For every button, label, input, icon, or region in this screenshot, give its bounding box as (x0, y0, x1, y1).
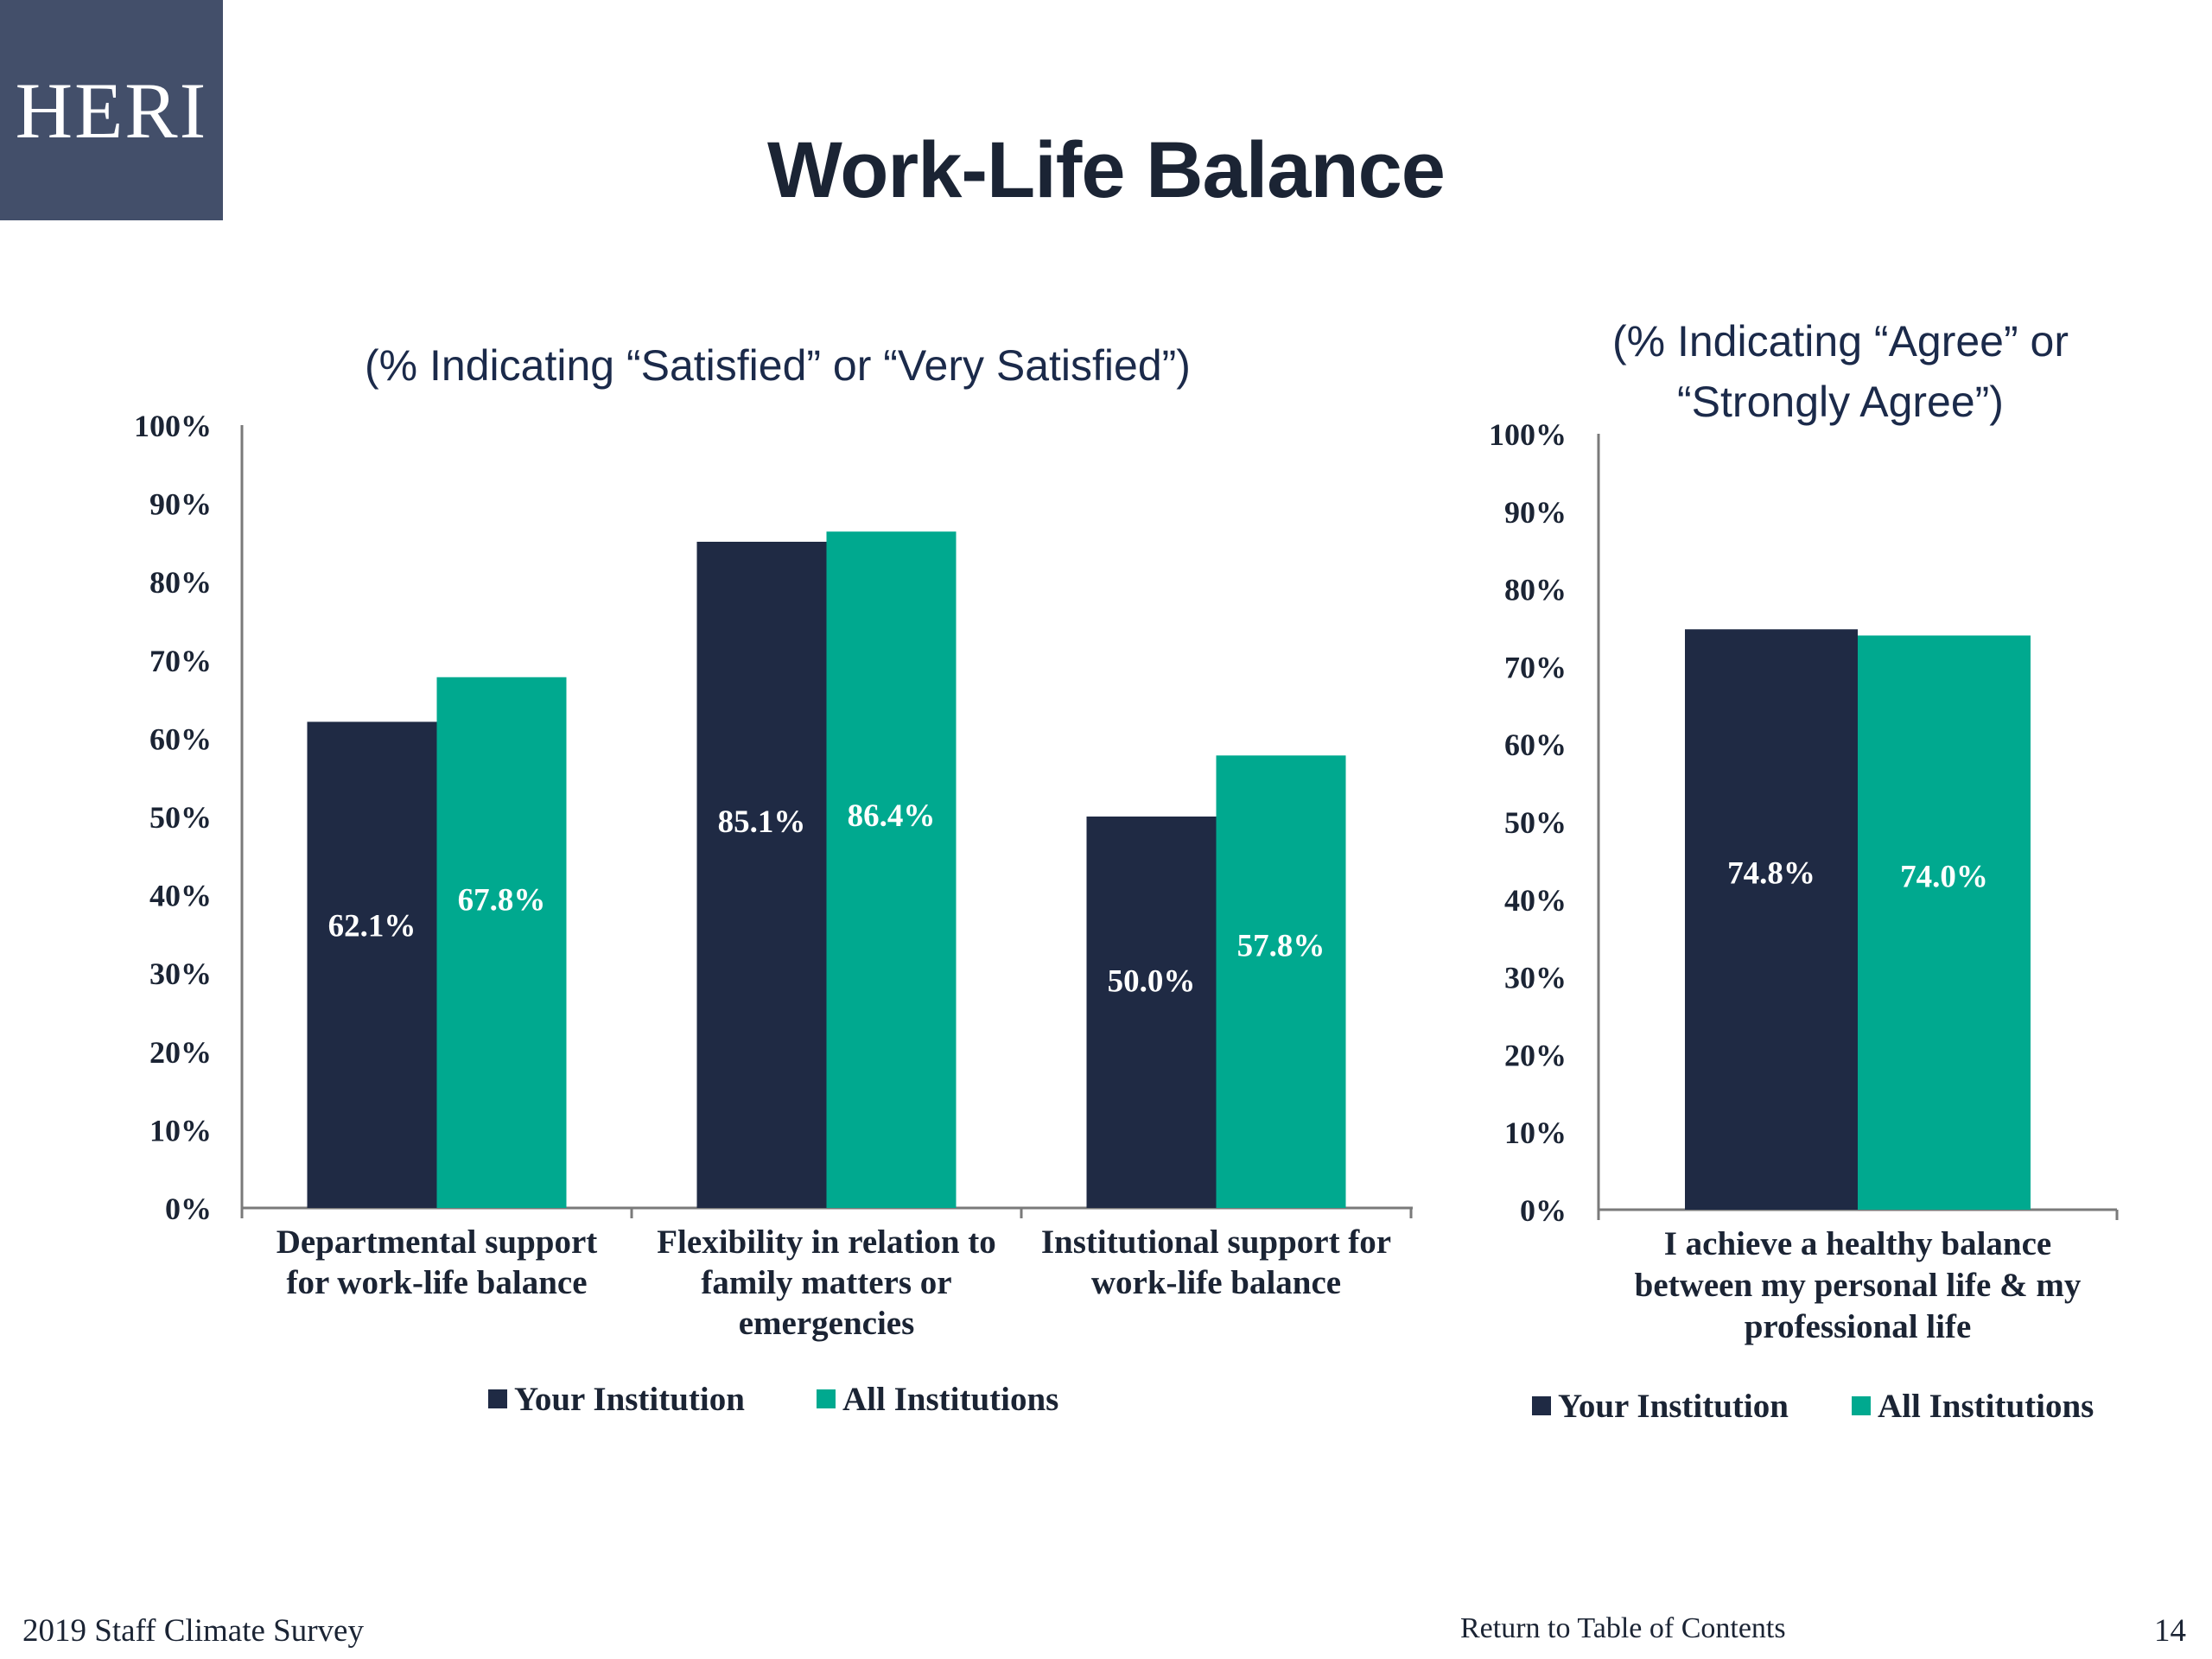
category-label: for work-life balance (286, 1264, 587, 1301)
y-tick-label: 70% (1504, 650, 1567, 684)
data-label: 86.4% (848, 798, 936, 834)
y-tick-label: 0% (165, 1192, 212, 1226)
y-tick-label: 10% (1504, 1116, 1567, 1150)
legend-label: Your Institution (514, 1381, 745, 1418)
bar-all-institutions (436, 677, 567, 1208)
category-label: I achieve a healthy balance (1664, 1225, 2051, 1262)
y-tick-label: 10% (149, 1113, 212, 1147)
chart-2-subtitle: (% Indicating “Agree” or “Strongly Agree… (1611, 317, 2069, 426)
y-tick-label: 50% (1504, 805, 1567, 840)
bar-all-institutions (1216, 755, 1346, 1208)
page-title: Work-Life Balance (767, 126, 1446, 214)
chart-1-subtitle: (% Indicating “Satisfied” or “Very Satis… (365, 341, 1191, 390)
y-tick-label: 30% (1504, 961, 1567, 995)
category-label: professional life (1745, 1308, 1972, 1345)
page-number: 14 (2154, 1613, 2186, 1649)
y-tick-label: 20% (1504, 1038, 1567, 1072)
bar-all-institutions (1858, 635, 2031, 1210)
data-label: 57.8% (1237, 928, 1325, 963)
data-label: 62.1% (328, 909, 416, 944)
legend-swatch (1532, 1396, 1551, 1415)
y-tick-label: 80% (149, 565, 212, 600)
category-label: work-life balance (1091, 1264, 1341, 1301)
y-tick-label: 50% (149, 800, 212, 835)
legend-label: All Institutions (1878, 1388, 2094, 1425)
category-label: Flexibility in relation to (657, 1224, 996, 1261)
data-label: 74.0% (1900, 860, 1988, 895)
bar-your-institution (1685, 629, 1858, 1210)
y-tick-label: 20% (149, 1035, 212, 1070)
y-tick-label: 40% (149, 879, 212, 913)
category-label: emergencies (739, 1305, 915, 1342)
logo-text: HERI (15, 66, 208, 155)
heri-logo: HERI (0, 0, 223, 220)
category-label: Institutional support for (1041, 1224, 1391, 1261)
legend-swatch (817, 1389, 836, 1408)
footer-survey-name: 2019 Staff Climate Survey (22, 1613, 364, 1649)
bar-your-institution (1086, 817, 1217, 1208)
legend-swatch (1852, 1396, 1871, 1415)
category-label: between my personal life & my (1635, 1267, 2082, 1304)
data-label: 74.8% (1727, 855, 1815, 891)
y-tick-label: 90% (149, 487, 212, 522)
category-label: family matters or (701, 1264, 951, 1301)
y-tick-label: 100% (134, 409, 212, 443)
y-tick-label: 60% (1504, 728, 1567, 762)
bar-your-institution (307, 721, 437, 1208)
legend-label: All Institutions (842, 1381, 1058, 1418)
bar-all-institutions (826, 531, 957, 1208)
y-tick-label: 70% (149, 644, 212, 678)
data-label: 50.0% (1108, 963, 1196, 999)
y-tick-label: 40% (1504, 883, 1567, 918)
legend-swatch (488, 1389, 507, 1408)
y-tick-label: 100% (1489, 417, 1567, 452)
bar-your-institution (696, 541, 827, 1208)
y-tick-label: 90% (1504, 495, 1567, 530)
y-tick-label: 80% (1504, 573, 1567, 607)
legend-label: Your Institution (1558, 1388, 1789, 1425)
data-label: 85.1% (718, 804, 806, 840)
y-tick-label: 0% (1520, 1193, 1567, 1228)
return-to-toc-link[interactable]: Return to Table of Contents (1460, 1612, 1786, 1644)
category-label: Departmental support (276, 1224, 598, 1261)
y-tick-label: 30% (149, 957, 212, 991)
data-label: 67.8% (458, 883, 546, 918)
y-tick-label: 60% (149, 721, 212, 756)
